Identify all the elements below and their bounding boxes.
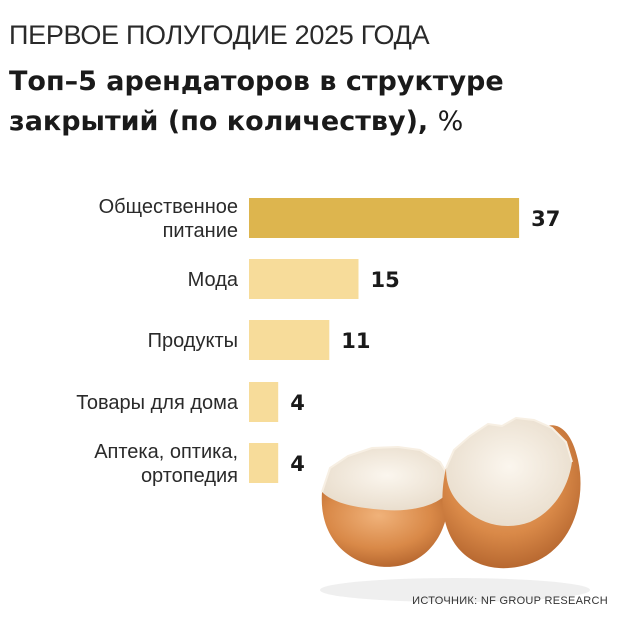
chart-title: Топ–5 арендаторов в структуре закрытий (… <box>9 62 609 142</box>
value-label-5: 4 <box>290 452 305 476</box>
bar-4 <box>249 382 279 422</box>
category-label-5-line-2: ортопедия <box>141 465 238 487</box>
category-label-1-line-1: Общественное <box>99 196 238 218</box>
bar-2 <box>249 259 359 299</box>
value-label-2: 15 <box>371 268 400 292</box>
source-note: ИСТОЧНИК: NF GROUP RESEARCH <box>412 595 608 607</box>
value-label-4: 4 <box>290 391 305 415</box>
category-label-4-line-1: Товары для дома <box>76 392 239 414</box>
value-label-3: 11 <box>341 329 370 353</box>
chart-title-text: Топ–5 арендаторов в структуре закрытий (… <box>9 66 504 137</box>
category-label-1-line-2: питание <box>163 220 238 242</box>
category-label-2-line-1: Мода <box>188 269 239 291</box>
bar-1 <box>249 198 520 238</box>
category-label-5-line-1: Аптека, оптика, <box>94 441 238 463</box>
chart-kicker: ПЕРВОЕ ПОЛУГОДИЕ 2025 ГОДА <box>9 20 430 50</box>
chart-unit: % <box>437 106 464 137</box>
bar-3 <box>249 320 330 360</box>
value-label-1: 37 <box>531 207 560 231</box>
eggshell-illustration <box>320 416 590 602</box>
bar-5 <box>249 443 279 483</box>
category-label-3-line-1: Продукты <box>148 330 238 352</box>
